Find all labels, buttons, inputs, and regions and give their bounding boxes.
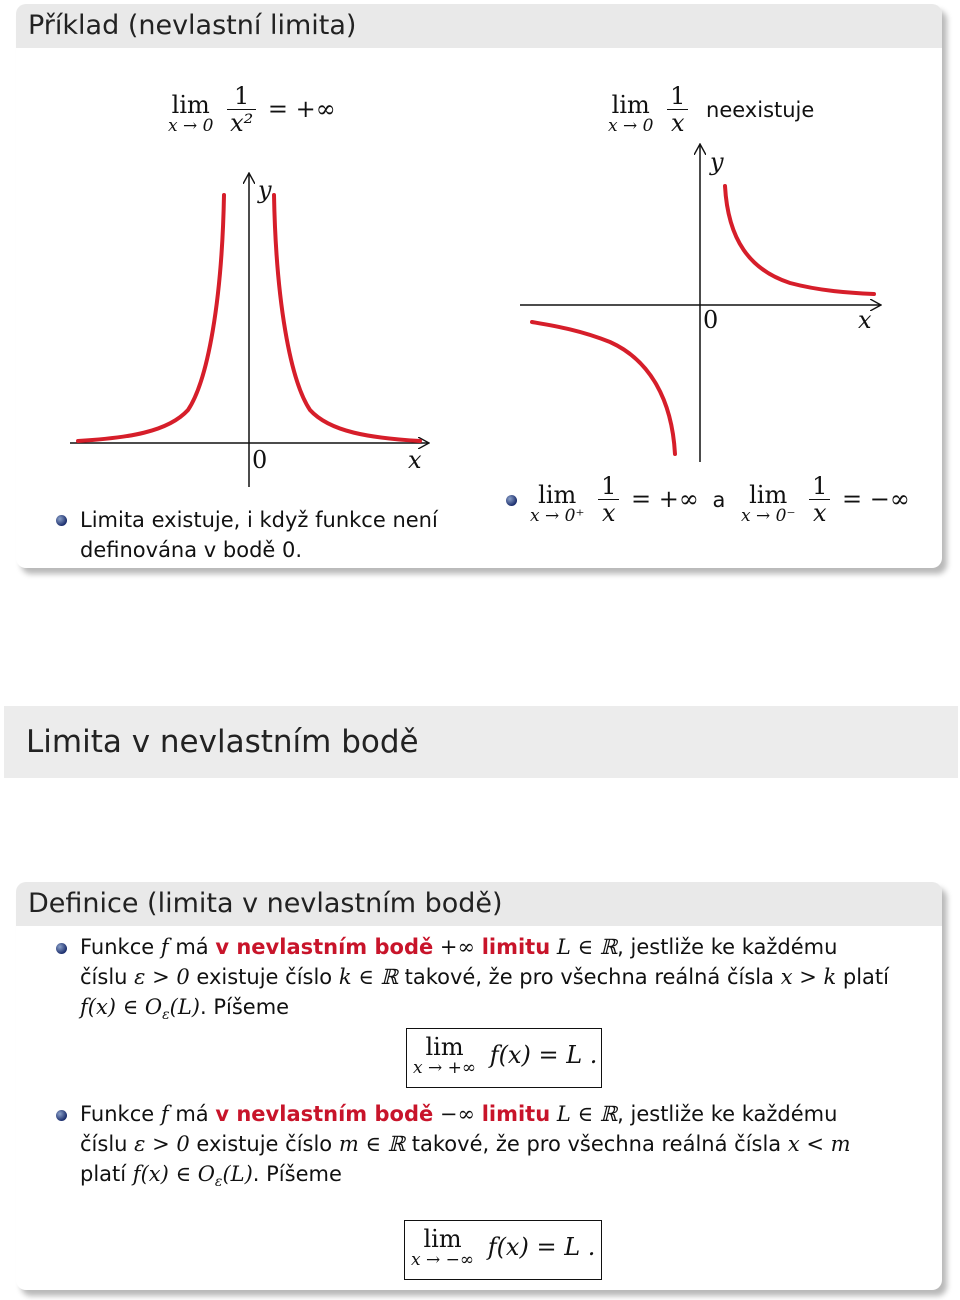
left-curve-left	[76, 193, 226, 443]
example-title: Příklad (nevlastní limita)	[16, 4, 942, 48]
left-y-label: y	[258, 176, 272, 204]
left-origin-label: 0	[252, 446, 268, 474]
definition-title: Definice (limita v nevlastním bodě)	[16, 882, 942, 926]
left-limit-formula: lim x → 0 1 x² = +∞	[168, 82, 336, 138]
limit-box-plus-infinity: lim x → +∞ f(x) = L .	[406, 1028, 602, 1088]
bullet-icon	[56, 515, 67, 526]
left-x-label: x	[408, 446, 422, 474]
bullet-icon	[56, 943, 67, 954]
right-curve-positive	[723, 184, 876, 296]
left-curve-right	[272, 193, 422, 443]
example-block: Příklad (nevlastní limita)	[16, 4, 942, 568]
right-x-label: x	[858, 306, 872, 334]
bullet-icon	[506, 495, 517, 506]
right-origin-label: 0	[703, 306, 719, 334]
right-curve-negative	[530, 320, 677, 456]
definition-item-2: Funkce f má v nevlastním bodě −∞ limitu …	[80, 1102, 851, 1191]
graphs	[70, 0, 960, 487]
right-y-label: y	[710, 148, 724, 176]
limit-box-minus-infinity: lim x → −∞ f(x) = L .	[404, 1220, 602, 1280]
bullet-icon	[56, 1110, 67, 1121]
left-bullet-text: Limita existuje, i když funkce není defi…	[80, 508, 438, 562]
section-title: Limita v nevlastním bodě	[4, 706, 958, 778]
definition-item-1: Funkce f má v nevlastním bodě +∞ limitu …	[80, 935, 889, 1024]
